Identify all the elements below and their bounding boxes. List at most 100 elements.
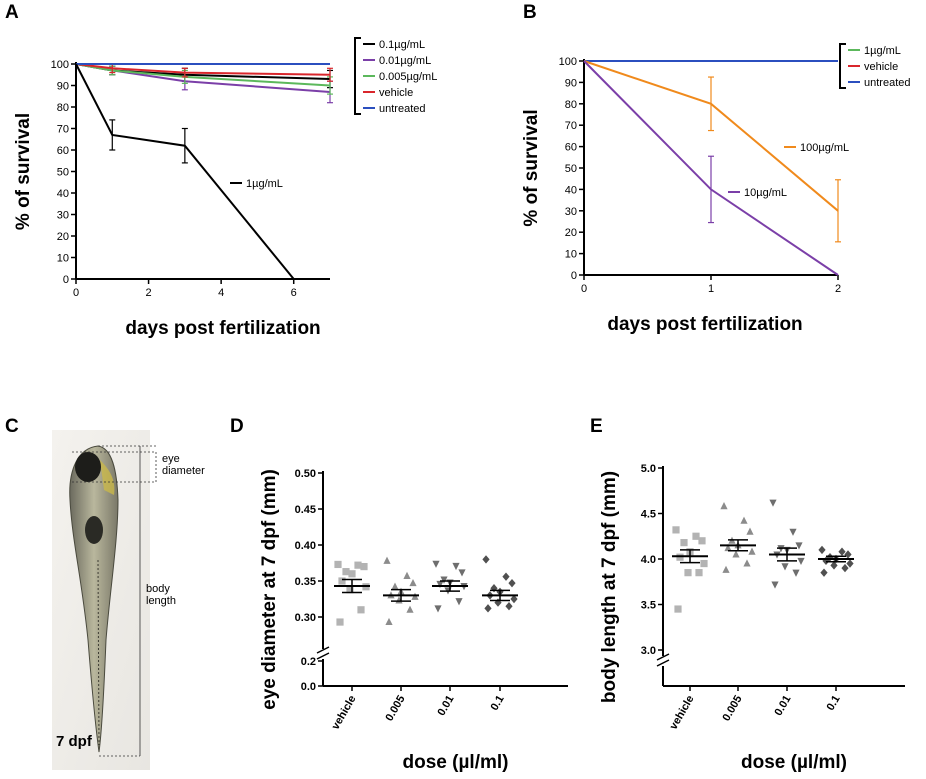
x-tick-label: 0.01 <box>435 694 456 719</box>
y-tick-label: 30 <box>57 210 69 222</box>
data-point-triangle-down <box>440 576 448 584</box>
x-tick-label: 0.005 <box>383 694 407 724</box>
series-annotation-label: 1µg/mL <box>246 178 283 190</box>
y-axis-title: % of survival <box>13 113 34 230</box>
larva-yolk <box>100 460 115 495</box>
y-tick-label: 70 <box>57 124 69 136</box>
data-point-triangle <box>391 582 399 590</box>
data-point-diamond <box>508 578 516 588</box>
y-tick-label: 50 <box>565 163 577 175</box>
legend-label: untreated <box>379 103 425 115</box>
y-axis-title: % of survival <box>521 109 542 226</box>
panel-letter-d: D <box>230 416 244 437</box>
y-tick-label: 90 <box>57 81 69 93</box>
x-axis-title: dose (µl/ml) <box>741 752 847 773</box>
data-point-diamond <box>830 561 838 570</box>
y-tick-label: 0 <box>571 270 577 282</box>
data-point-square <box>342 568 350 576</box>
legend-label: vehicle <box>379 87 413 99</box>
data-point-triangle <box>724 543 732 552</box>
x-tick-label: 2 <box>146 287 152 299</box>
legend-label: 0.1µg/mL <box>379 39 425 51</box>
data-point-square <box>346 586 354 594</box>
data-point-triangle-down <box>458 569 466 577</box>
data-point-triangle <box>743 559 751 567</box>
y-tick-label: 10 <box>565 249 577 261</box>
data-point-diamond <box>490 584 498 593</box>
y-tick-label: 30 <box>565 206 577 218</box>
data-point-triangle <box>409 578 417 587</box>
data-point-square <box>336 618 344 626</box>
data-point-square <box>680 539 688 547</box>
larva-swim-bladder <box>85 516 103 544</box>
x-axis-title: days post fertilization <box>607 314 802 335</box>
data-point-diamond <box>510 594 518 604</box>
data-point-triangle-down <box>789 528 797 536</box>
data-point-square <box>360 563 368 571</box>
data-point-triangle <box>403 571 411 579</box>
data-point-triangle-down <box>769 499 777 507</box>
x-axis-title: dose (µl/ml) <box>403 752 509 773</box>
x-tick-label: 0.1 <box>825 694 843 713</box>
data-point-diamond <box>820 568 828 577</box>
panel-d-chart: 0.0 0.2 0.30 0.35 0.40 0.45 0.50 vehicle 0.005 0.… <box>259 468 568 773</box>
y-tick-label: 50 <box>57 167 69 179</box>
y-tick-label: 0.45 <box>295 504 316 516</box>
x-tick-label: 1 <box>708 283 714 295</box>
y-tick-label: 0.40 <box>295 540 316 552</box>
y-tick-label: 0.30 <box>295 612 316 624</box>
data-point-triangle-down <box>795 542 803 550</box>
y-axis-title: eye diameter at 7 dpf (mm) <box>259 469 280 710</box>
larva-notochord <box>97 559 100 746</box>
axis-break-mark <box>316 646 330 660</box>
series-annotation-label: 100µg/mL <box>800 142 849 154</box>
data-point-diamond <box>838 547 846 556</box>
data-point-square <box>357 606 365 614</box>
y-tick-label: 100 <box>559 56 577 68</box>
x-tick-label: 0 <box>73 287 79 299</box>
data-point-diamond <box>482 555 490 564</box>
data-point-diamond <box>846 559 854 568</box>
data-point-triangle <box>406 605 414 613</box>
data-point-square <box>695 569 703 577</box>
y-tick-label: 40 <box>57 188 69 200</box>
legend-bracket <box>839 43 846 89</box>
legend-bracket <box>354 37 361 115</box>
data-point-triangle <box>385 617 393 626</box>
y-tick-label: 20 <box>565 227 577 239</box>
stage-label: 7 dpf <box>56 733 93 750</box>
data-point-square <box>684 569 692 577</box>
panel-a-chart: 0 10 20 30 40 50 60 70 80 90 100 0 2 4 6 days post fert… <box>13 37 437 339</box>
data-point-diamond <box>502 572 510 581</box>
data-point-square <box>672 526 680 534</box>
legend-label: 1µg/mL <box>864 45 901 57</box>
panel-letter-b: B <box>523 2 537 23</box>
y-tick-label: 10 <box>57 253 69 265</box>
y-tick-label: 60 <box>57 145 69 157</box>
y-tick-label: 20 <box>57 231 69 243</box>
y-tick-label: 3.5 <box>641 600 656 612</box>
axis-break-mark <box>656 653 670 667</box>
y-tick-label: 4.0 <box>641 554 656 566</box>
data-point-diamond <box>844 550 852 559</box>
larva-eye <box>75 452 101 482</box>
data-point-diamond <box>826 552 834 562</box>
y-tick-label: 0 <box>63 274 69 286</box>
data-point-triangle-down <box>781 563 789 571</box>
x-tick-label: 0 <box>581 283 587 295</box>
eye-label-line1: eye <box>162 453 180 465</box>
series-line <box>75 63 331 87</box>
x-tick-label: 0.005 <box>720 694 744 724</box>
data-point-triangle <box>720 502 728 510</box>
x-tick-label: vehicle <box>330 694 359 732</box>
data-point-triangle-down <box>771 581 779 589</box>
data-point-triangle <box>740 516 748 524</box>
y-tick-label: 3.0 <box>641 645 656 657</box>
panel-b-chart: 0 10 20 30 40 50 60 70 80 90 100 0 1 2 days post ferti… <box>521 43 910 335</box>
data-point-diamond <box>841 563 849 573</box>
data-point-triangle-down <box>792 569 800 577</box>
legend-label: vehicle <box>864 61 898 73</box>
data-point-diamond <box>484 604 492 613</box>
y-tick-label: 70 <box>565 120 577 132</box>
